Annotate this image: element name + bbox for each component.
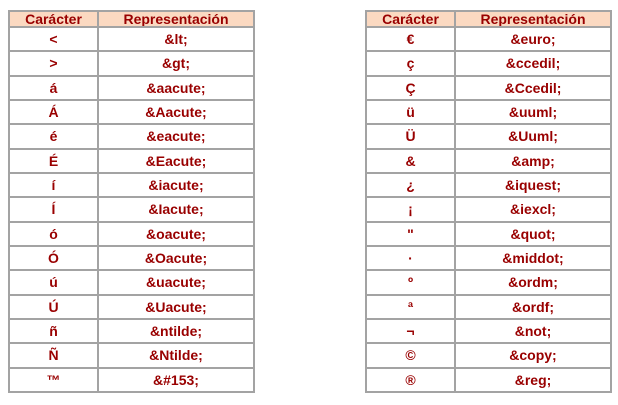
character-cell: € (365, 25, 456, 53)
entity-cell: &lt; (97, 25, 255, 53)
entity-cell: &uacute; (97, 269, 255, 296)
character-cell: ª (365, 293, 456, 320)
character-cell: > (8, 50, 99, 77)
character-cell: ú (8, 269, 99, 296)
character-cell: & (365, 147, 456, 174)
character-cell: ñ (8, 317, 99, 345)
character-cell: Í (8, 196, 99, 223)
entity-cell: &ordf; (454, 293, 612, 320)
column-header-character: Carácter (8, 10, 99, 28)
character-cell: Ü (365, 123, 456, 150)
character-cell: Ú (8, 293, 99, 320)
entity-cell: &iquest; (454, 171, 612, 199)
character-cell: º (365, 269, 456, 296)
table-row: á &aacute; (8, 74, 255, 101)
table-row: é &eacute; (8, 123, 255, 150)
character-cell: · (365, 244, 456, 272)
table-row: < &lt; (8, 25, 255, 53)
entity-cell: &Eacute; (97, 147, 255, 174)
header-row: Carácter Representación (365, 10, 612, 28)
character-cell: Ó (8, 244, 99, 272)
entity-cell: &Aacute; (97, 98, 255, 126)
entity-cell: &not; (454, 317, 612, 345)
entity-cell: &amp; (454, 147, 612, 174)
table-row: Ú &Uacute; (8, 293, 255, 320)
table-row: Á &Aacute; (8, 98, 255, 126)
table-row: ¿ &iquest; (365, 171, 612, 199)
table-row: ó &oacute; (8, 220, 255, 247)
character-cell: ¿ (365, 171, 456, 199)
entity-cell: &uuml; (454, 98, 612, 126)
character-cell: ™ (8, 366, 99, 394)
table-row: º &ordm; (365, 269, 612, 296)
character-cell: " (365, 220, 456, 247)
entity-cell: &eacute; (97, 123, 255, 150)
entity-cell: &#153; (97, 366, 255, 394)
character-cell: ç (365, 50, 456, 77)
table-row: É &Eacute; (8, 147, 255, 174)
character-cell: ¬ (365, 317, 456, 345)
entity-cell: &ordm; (454, 269, 612, 296)
table-row: ç &ccedil; (365, 50, 612, 77)
entity-cell: &Uuml; (454, 123, 612, 150)
table-row: ® &reg; (365, 366, 612, 394)
character-cell: á (8, 74, 99, 101)
character-cell: ó (8, 220, 99, 247)
entity-table-right: Carácter Representación € &euro; ç &ccedil; Ç… (365, 10, 612, 394)
table-row: Ñ &Ntilde; (8, 342, 255, 369)
entity-cell: &ccedil; (454, 50, 612, 77)
table-row: & &amp; (365, 147, 612, 174)
table-row: > &gt; (8, 50, 255, 77)
table-row: í &iacute; (8, 171, 255, 199)
header-row: Carácter Representación (8, 10, 255, 28)
column-header-representation: Representación (454, 10, 612, 28)
character-cell: É (8, 147, 99, 174)
character-cell: Ñ (8, 342, 99, 369)
character-cell: Á (8, 98, 99, 126)
table-row: © &copy; (365, 342, 612, 369)
character-cell: ü (365, 98, 456, 126)
entity-table-left: Carácter Representación < &lt; > &gt; á &aacut… (8, 10, 255, 394)
entity-cell: &copy; (454, 342, 612, 369)
entity-cell: &Iacute; (97, 196, 255, 223)
character-cell: é (8, 123, 99, 150)
table-row: Í &Iacute; (8, 196, 255, 223)
entity-cell: &ntilde; (97, 317, 255, 345)
entity-cell: &Oacute; (97, 244, 255, 272)
entity-cell: &reg; (454, 366, 612, 394)
entity-cell: &iexcl; (454, 196, 612, 223)
entity-cell: &Uacute; (97, 293, 255, 320)
character-cell: ¡ (365, 196, 456, 223)
entity-cell: &middot; (454, 244, 612, 272)
entity-cell: &aacute; (97, 74, 255, 101)
entity-cell: &gt; (97, 50, 255, 77)
table-row: ª &ordf; (365, 293, 612, 320)
entity-cell: &euro; (454, 25, 612, 53)
table-row: € &euro; (365, 25, 612, 53)
entity-cell: &Ntilde; (97, 342, 255, 369)
table-row: ¬ &not; (365, 317, 612, 345)
character-cell: © (365, 342, 456, 369)
table-row: " &quot; (365, 220, 612, 247)
table-row: ¡ &iexcl; (365, 196, 612, 223)
table-row: · &middot; (365, 244, 612, 272)
column-header-representation: Representación (97, 10, 255, 28)
table-row: ú &uacute; (8, 269, 255, 296)
character-cell: í (8, 171, 99, 199)
table-row: ü &uuml; (365, 98, 612, 126)
entity-cell: &iacute; (97, 171, 255, 199)
character-cell: < (8, 25, 99, 53)
table-row: ñ &ntilde; (8, 317, 255, 345)
character-cell: Ç (365, 74, 456, 101)
table-row: ™ &#153; (8, 366, 255, 394)
entity-cell: &oacute; (97, 220, 255, 247)
entity-cell: &quot; (454, 220, 612, 247)
table-row: Ó &Oacute; (8, 244, 255, 272)
character-cell: ® (365, 366, 456, 394)
entity-cell: &Ccedil; (454, 74, 612, 101)
column-header-character: Carácter (365, 10, 456, 28)
table-row: Ü &Uuml; (365, 123, 612, 150)
table-row: Ç &Ccedil; (365, 74, 612, 101)
